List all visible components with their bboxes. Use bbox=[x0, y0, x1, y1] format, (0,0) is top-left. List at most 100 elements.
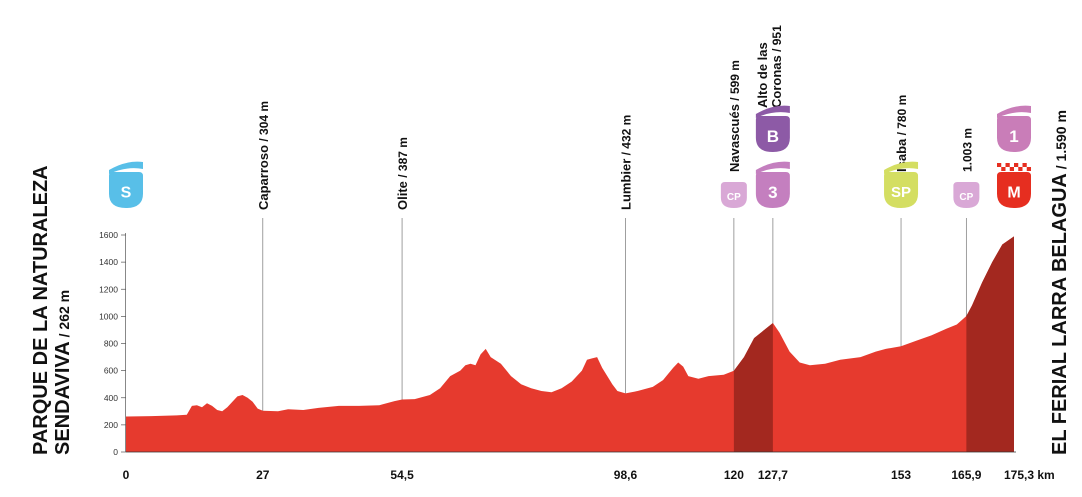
checker-square bbox=[1014, 163, 1019, 167]
y-tick-label: 600 bbox=[104, 366, 118, 376]
x-tick-label: 165,9 bbox=[951, 468, 981, 482]
start-label: PARQUE DE LA NATURALEZA bbox=[30, 165, 52, 455]
waypoint-label: Lumbier / 432 m bbox=[618, 115, 633, 210]
finish-badge-text: M bbox=[1007, 184, 1020, 201]
waypoint-label: Isaba / 780 m bbox=[894, 95, 909, 172]
sprint-badge: SP bbox=[884, 161, 919, 208]
waypoint-altitude: / 780 m bbox=[895, 95, 909, 139]
checker-square bbox=[1001, 167, 1006, 171]
checkpoint-badge-shape bbox=[720, 182, 747, 208]
x-axis: 0 27 54,5 98,6 120 127,7 153 165,9 175,3 km bbox=[123, 468, 1055, 482]
waypoint-label: Navascués / 599 m bbox=[727, 60, 742, 172]
waypoint-name: Olite bbox=[395, 181, 410, 210]
waypoint-altitude: / 951 bbox=[770, 25, 784, 55]
svg-text:Olite / 387 m: Olite / 387 m bbox=[395, 137, 410, 210]
checkpoint-badge-shape bbox=[953, 182, 980, 208]
finish-badge: M bbox=[997, 163, 1031, 208]
svg-text:SENDAVIVA / 262 m: SENDAVIVA / 262 m bbox=[52, 290, 74, 455]
waypoint-altitude: / 304 m bbox=[257, 101, 271, 145]
category-3-badge-flag bbox=[755, 161, 790, 174]
category-3-badge-shape bbox=[755, 172, 790, 208]
waypoint-name: Alto de las bbox=[755, 42, 770, 108]
waypoint-altitude: / 387 m bbox=[396, 137, 410, 181]
sprint-badge-text: SP bbox=[891, 184, 911, 201]
category-3-badge-text: 3 bbox=[768, 183, 777, 202]
x-tick-label: 175,3 km bbox=[1004, 468, 1055, 482]
waypoint-badges: S CP 3 B SP CP M 1 bbox=[109, 105, 1031, 208]
y-tick-label: 1000 bbox=[99, 311, 118, 321]
climb-area bbox=[966, 236, 1014, 452]
y-tick-label: 1400 bbox=[99, 257, 118, 267]
x-tick-label: 27 bbox=[256, 468, 270, 482]
y-tick-label: 0 bbox=[113, 447, 118, 457]
climb-area bbox=[733, 323, 773, 452]
bonus-badge-flag bbox=[755, 105, 790, 118]
waypoint-label: 1.003 m bbox=[960, 128, 974, 172]
category-1-badge: 1 bbox=[997, 105, 1031, 152]
waypoint-label: Caparroso / 304 m bbox=[256, 101, 271, 210]
sprint-badge-shape bbox=[884, 172, 919, 208]
y-tick-label: 200 bbox=[104, 420, 118, 430]
waypoint-labels: Caparroso / 304 m Olite / 387 m Lumbier / … bbox=[256, 25, 975, 210]
y-tick-label: 1200 bbox=[99, 284, 118, 294]
x-tick-label: 98,6 bbox=[614, 468, 638, 482]
waypoint-label: Olite / 387 m bbox=[395, 137, 410, 210]
category-1-badge-flag bbox=[997, 105, 1031, 118]
checker-square bbox=[1022, 163, 1027, 167]
bonus-badge: B bbox=[755, 105, 790, 152]
start-name-line1: PARQUE DE LA NATURALEZA bbox=[30, 165, 52, 455]
waypoint-label-line2: Coronas / 951 bbox=[769, 25, 784, 108]
waypoint-name: Lumbier bbox=[618, 159, 633, 210]
checkpoint-badge: CP bbox=[720, 182, 747, 208]
checker-square bbox=[1005, 163, 1010, 167]
bonus-badge-shape bbox=[755, 116, 790, 152]
category-3-badge: 3 bbox=[755, 161, 790, 208]
svg-text:Caparroso / 304 m: Caparroso / 304 m bbox=[256, 101, 271, 210]
start-badge-flag bbox=[109, 161, 143, 174]
checkpoint-badge-text: CP bbox=[727, 192, 741, 203]
svg-text:Coronas / 951: Coronas / 951 bbox=[769, 25, 784, 108]
y-axis: 0 200 400 600 800 1000 1200 1400 1600 bbox=[99, 230, 126, 457]
x-tick-label: 153 bbox=[891, 468, 911, 482]
waypoint-altitude: / 599 m bbox=[728, 60, 742, 104]
waypoint-altitude: 1.003 m bbox=[960, 128, 974, 172]
checker-square bbox=[1026, 167, 1031, 171]
checker-square bbox=[1009, 167, 1014, 171]
category-1-badge-shape bbox=[997, 116, 1031, 152]
x-tick-label: 0 bbox=[123, 468, 130, 482]
start-name-line2: SENDAVIVA bbox=[52, 341, 74, 455]
finish-altitude: / 1.590 m bbox=[1053, 110, 1069, 173]
checkpoint-badge-text: CP bbox=[959, 192, 973, 203]
y-tick-label: 800 bbox=[104, 339, 118, 349]
waypoint-altitude: / 432 m bbox=[619, 115, 633, 159]
checker-square bbox=[1018, 167, 1023, 171]
waypoint-name-2: Coronas bbox=[769, 55, 784, 108]
waypoint-name: Caparroso bbox=[256, 145, 271, 210]
y-tick-label: 1600 bbox=[99, 230, 118, 240]
start-label-2: SENDAVIVA / 262 m bbox=[52, 290, 74, 455]
profile-area bbox=[126, 236, 1014, 452]
x-tick-label: 120 bbox=[724, 468, 744, 482]
category-1-badge-text: 1 bbox=[1009, 127, 1018, 146]
checker-square bbox=[997, 163, 1002, 167]
finish-badge-shape bbox=[997, 172, 1031, 208]
finish-label: EL FERIAL LARRA BELAGUA / 1.590 m bbox=[1049, 110, 1071, 455]
start-badge-shape bbox=[109, 172, 143, 208]
y-tick-label: 400 bbox=[104, 393, 118, 403]
svg-text:Navascués / 599 m: Navascués / 599 m bbox=[727, 60, 742, 172]
climb-areas bbox=[733, 236, 1014, 452]
bonus-badge-text: B bbox=[767, 127, 779, 146]
start-badge: S bbox=[109, 161, 143, 208]
waypoint-label-line1: Alto de las bbox=[755, 42, 770, 108]
svg-text:1.003 m: 1.003 m bbox=[960, 128, 974, 172]
checkpoint-badge: CP bbox=[953, 182, 980, 208]
svg-text:Lumbier / 432 m: Lumbier / 432 m bbox=[618, 115, 633, 210]
waypoint-name: Navascués bbox=[727, 104, 742, 172]
svg-text:Isaba / 780 m: Isaba / 780 m bbox=[894, 95, 909, 172]
start-altitude: / 262 m bbox=[56, 290, 72, 341]
x-tick-label: 54,5 bbox=[390, 468, 414, 482]
x-tick-label: 127,7 bbox=[758, 468, 788, 482]
sprint-badge-flag bbox=[884, 161, 919, 174]
start-badge-text: S bbox=[121, 184, 132, 201]
